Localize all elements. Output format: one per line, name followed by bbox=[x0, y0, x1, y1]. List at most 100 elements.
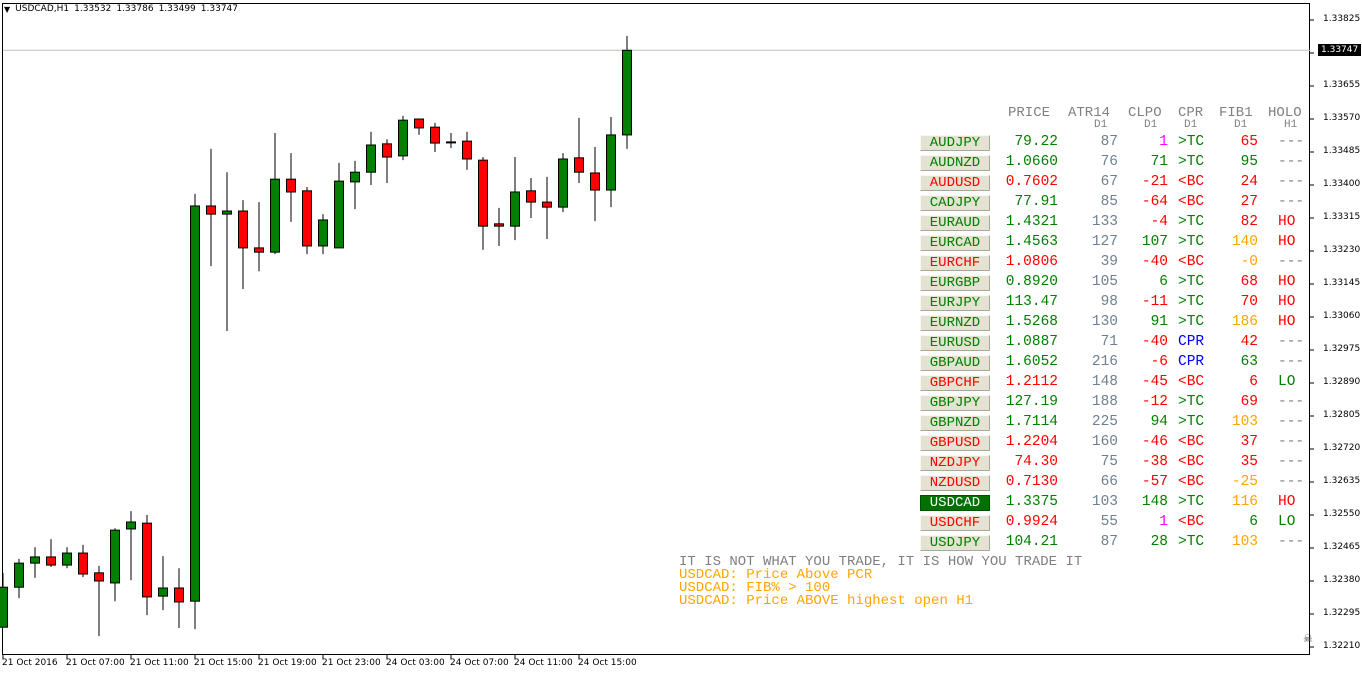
candle-body bbox=[94, 572, 104, 582]
price-tick-label: 1.32805 bbox=[1323, 410, 1361, 420]
symbol-button-euraud[interactable]: EURAUD bbox=[920, 215, 990, 231]
cpr-value: >TC bbox=[1178, 214, 1205, 230]
symbol-button-audnzd[interactable]: AUDNZD bbox=[920, 155, 990, 171]
symbol-button-eurjpy[interactable]: EURJPY bbox=[920, 295, 990, 311]
symbol-button-eurcad[interactable]: EURCAD bbox=[920, 235, 990, 251]
clpo-value: -4 bbox=[1150, 214, 1168, 230]
holo-value: LO bbox=[1278, 514, 1296, 530]
price-tick-label: 1.33655 bbox=[1323, 80, 1361, 90]
fib-value: 24 bbox=[1240, 174, 1258, 190]
atr-value: 67 bbox=[1100, 174, 1118, 190]
symbol-button-gbpaud[interactable]: GBPAUD bbox=[920, 355, 990, 371]
symbol-button-eurnzd[interactable]: EURNZD bbox=[920, 315, 990, 331]
cpr-value: <BC bbox=[1178, 174, 1205, 190]
holo-value: --- bbox=[1278, 534, 1305, 550]
ohlc-open: 1.33532 bbox=[74, 4, 112, 14]
time-tick-label: 24 Oct 15:00 bbox=[578, 658, 637, 668]
alert-line: USDCAD: FIB% > 100 bbox=[679, 580, 831, 596]
symbol-button-gbpchf[interactable]: GBPCHF bbox=[920, 375, 990, 391]
holo-value: HO bbox=[1278, 294, 1296, 310]
candle-body bbox=[478, 159, 488, 227]
price-tick-label: 1.32550 bbox=[1323, 509, 1361, 519]
candle-body bbox=[494, 223, 504, 227]
cpr-value: <BC bbox=[1178, 514, 1205, 530]
price-value: 0.7602 bbox=[1005, 174, 1058, 190]
candle-body bbox=[14, 562, 24, 588]
price-tick-label: 1.32210 bbox=[1323, 641, 1361, 651]
ohlc-low: 1.33499 bbox=[158, 4, 196, 14]
fib-value: 70 bbox=[1240, 294, 1258, 310]
fib-value: 68 bbox=[1240, 274, 1258, 290]
clpo-value: -38 bbox=[1141, 454, 1168, 470]
price-value: 1.6052 bbox=[1005, 354, 1058, 370]
clpo-value: -45 bbox=[1141, 374, 1168, 390]
fib-value: -0 bbox=[1240, 254, 1258, 270]
candle-body bbox=[158, 587, 168, 597]
clpo-value: 91 bbox=[1150, 314, 1168, 330]
cpr-value: <BC bbox=[1178, 254, 1205, 270]
clpo-value: -46 bbox=[1141, 434, 1168, 450]
header-cpr: CPR bbox=[1178, 105, 1204, 121]
price-value: 74.30 bbox=[1014, 454, 1058, 470]
holo-value: HO bbox=[1278, 494, 1296, 510]
price-value: 1.0660 bbox=[1005, 154, 1058, 170]
symbol-button-gbpusd[interactable]: GBPUSD bbox=[920, 435, 990, 451]
clpo-value: -40 bbox=[1141, 254, 1168, 270]
candle-body bbox=[446, 141, 456, 144]
header-atr14: ATR14 bbox=[1068, 105, 1111, 121]
candle-body bbox=[238, 210, 248, 249]
symbol-button-eurusd[interactable]: EURUSD bbox=[920, 335, 990, 351]
candle-body bbox=[462, 140, 472, 160]
symbol-button-gbpjpy[interactable]: GBPJPY bbox=[920, 395, 990, 411]
price-value: 1.7114 bbox=[1005, 414, 1058, 430]
price-value: 1.2204 bbox=[1005, 434, 1058, 450]
symbol-button-usdcad[interactable]: USDCAD bbox=[920, 495, 990, 511]
price-value: 79.22 bbox=[1014, 134, 1058, 150]
holo-value: --- bbox=[1278, 414, 1305, 430]
atr-value: 148 bbox=[1091, 374, 1118, 390]
symbol-button-audjpy[interactable]: AUDJPY bbox=[920, 135, 990, 151]
candle-body bbox=[174, 587, 184, 603]
candle-body bbox=[46, 556, 56, 566]
price-tick-label: 1.33570 bbox=[1323, 113, 1361, 123]
fib-value: 69 bbox=[1240, 394, 1258, 410]
symbol-button-cadjpy[interactable]: CADJPY bbox=[920, 195, 990, 211]
price-value: 1.3375 bbox=[1005, 494, 1058, 510]
fib-value: 103 bbox=[1231, 414, 1258, 430]
symbol-button-audusd[interactable]: AUDUSD bbox=[920, 175, 990, 191]
symbol-button-eurchf[interactable]: EURCHF bbox=[920, 255, 990, 271]
chart-area[interactable] bbox=[2, 3, 1310, 655]
price-value: 104.21 bbox=[1005, 534, 1058, 550]
ohlc-high: 1.33786 bbox=[116, 4, 154, 14]
fib-value: 95 bbox=[1240, 154, 1258, 170]
symbol-button-usdjpy[interactable]: USDJPY bbox=[920, 535, 990, 551]
symbol-button-usdchf[interactable]: USDCHF bbox=[920, 515, 990, 531]
chart-menu-triangle-icon[interactable]: ▼ bbox=[4, 4, 11, 14]
candle-body bbox=[62, 552, 72, 566]
candle-body bbox=[222, 210, 232, 215]
price-value: 1.0806 bbox=[1005, 254, 1058, 270]
clpo-value: -11 bbox=[1141, 294, 1168, 310]
clpo-value: -57 bbox=[1141, 474, 1168, 490]
symbol-button-nzdusd[interactable]: NZDUSD bbox=[920, 475, 990, 491]
atr-value: 216 bbox=[1091, 354, 1118, 370]
cpr-value: <BC bbox=[1178, 454, 1205, 470]
clpo-value: 94 bbox=[1150, 414, 1168, 430]
symbol-button-eurgbp[interactable]: EURGBP bbox=[920, 275, 990, 291]
candle-body bbox=[110, 529, 120, 584]
cpr-value: >TC bbox=[1178, 294, 1205, 310]
symbol-button-nzdjpy[interactable]: NZDJPY bbox=[920, 455, 990, 471]
holo-value: --- bbox=[1278, 434, 1305, 450]
candle-body bbox=[30, 556, 40, 564]
time-tick-label: 24 Oct 03:00 bbox=[386, 658, 445, 668]
clpo-value: 148 bbox=[1141, 494, 1168, 510]
time-tick-label: 24 Oct 07:00 bbox=[450, 658, 509, 668]
price-value: 127.19 bbox=[1005, 394, 1058, 410]
price-tick-label: 1.32380 bbox=[1323, 575, 1361, 585]
candle-body bbox=[286, 178, 296, 193]
symbol-button-gbpnzd[interactable]: GBPNZD bbox=[920, 415, 990, 431]
cpr-value: >TC bbox=[1178, 534, 1205, 550]
candle-body bbox=[126, 521, 136, 530]
atr-value: 188 bbox=[1091, 394, 1118, 410]
